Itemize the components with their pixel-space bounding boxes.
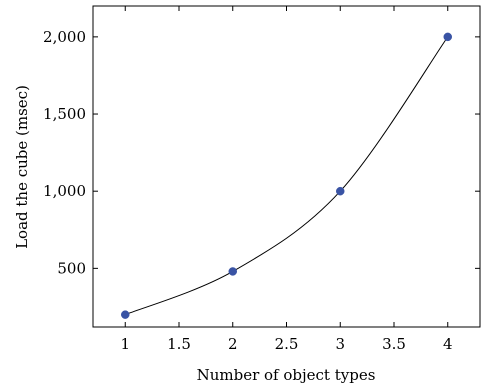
y-tick-label: 1,000 bbox=[43, 182, 86, 200]
x-tick-label: 1.5 bbox=[167, 335, 191, 353]
data-point bbox=[121, 310, 130, 319]
x-tick-label: 1 bbox=[120, 335, 130, 353]
x-tick-label: 2 bbox=[228, 335, 238, 353]
data-point bbox=[443, 32, 452, 42]
x-tick-label: 2.5 bbox=[275, 335, 299, 353]
x-tick-label: 3.5 bbox=[382, 335, 406, 353]
y-tick-label: 2,000 bbox=[43, 28, 86, 46]
x-axis-title: Number of object types bbox=[197, 366, 376, 384]
x-tick-label: 3 bbox=[335, 335, 345, 353]
data-point bbox=[336, 186, 345, 196]
x-tick-label: 4 bbox=[443, 335, 453, 353]
y-tick-label: 500 bbox=[57, 259, 86, 277]
axis-ticks: 1 1.5 2 2.5 3 3.5 4 500 1,000 1,500 2,000 bbox=[43, 6, 480, 353]
data-point bbox=[228, 267, 237, 276]
y-axis-title: Load the cube (msec) bbox=[13, 85, 31, 249]
plot-frame bbox=[92, 5, 481, 328]
y-tick-label: 1,500 bbox=[43, 105, 86, 123]
series-layer bbox=[121, 32, 452, 319]
series-line bbox=[125, 36, 449, 316]
